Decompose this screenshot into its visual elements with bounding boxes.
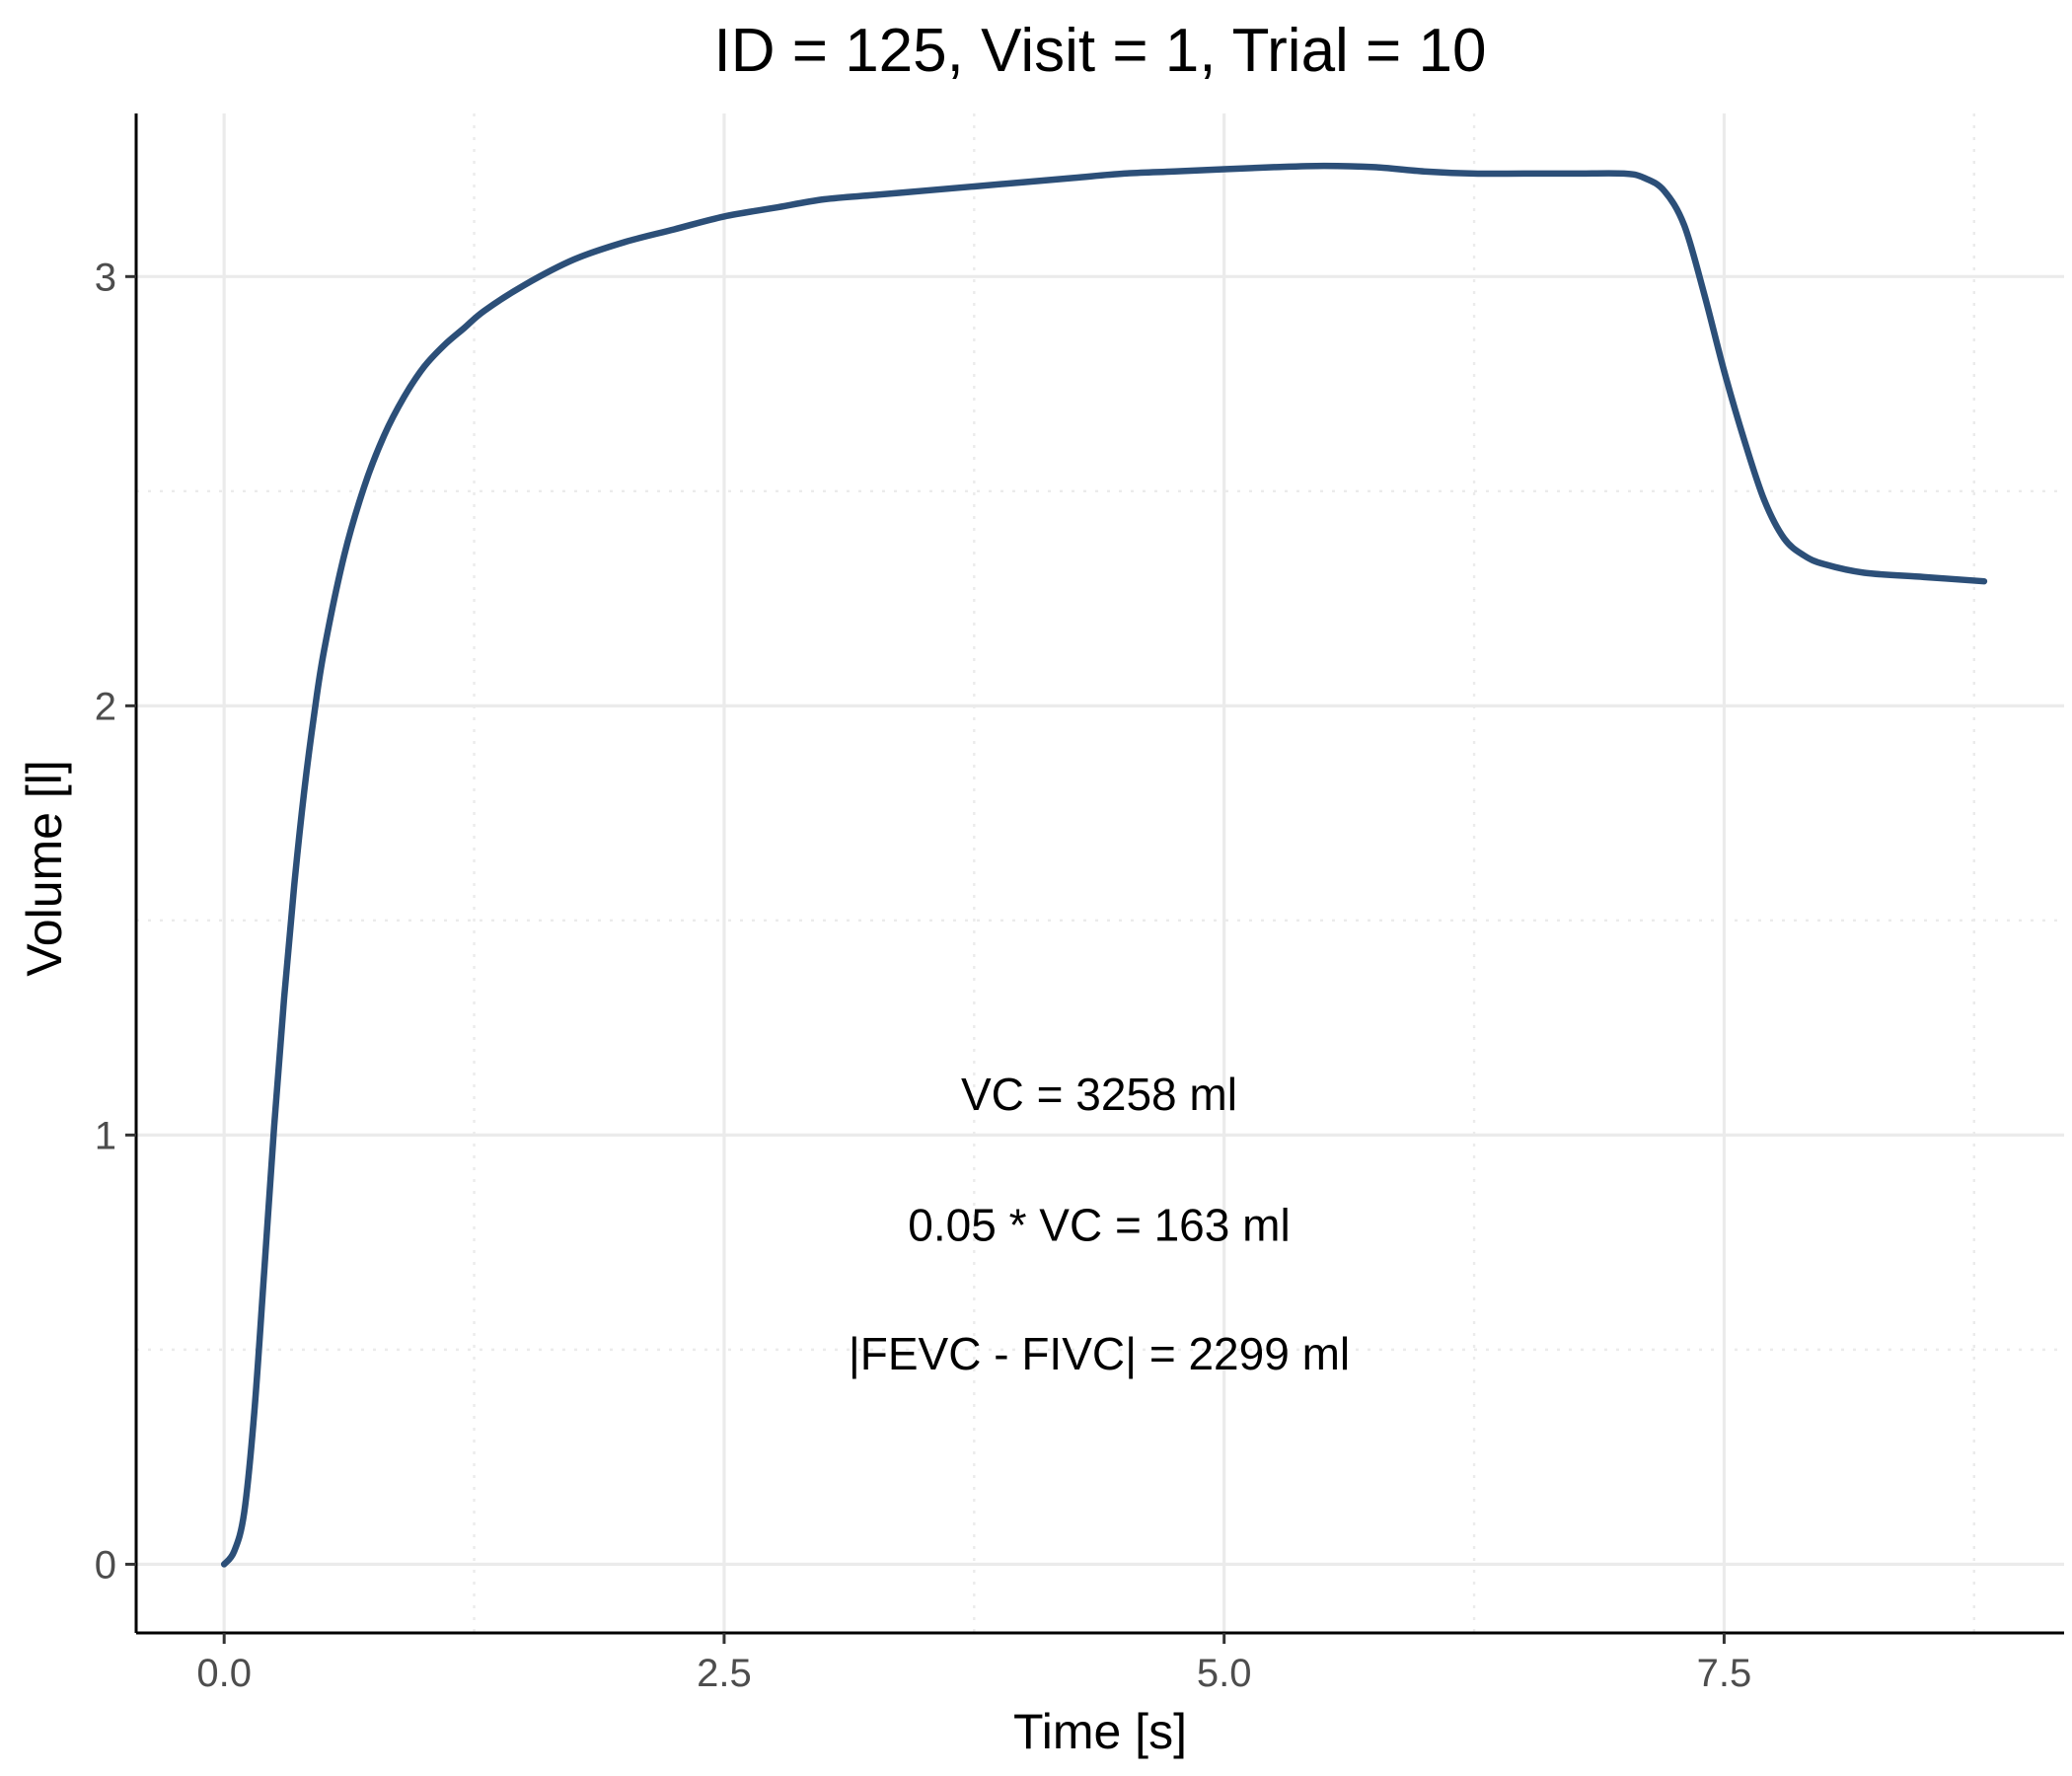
annotations: VC = 3258 ml 0.05 * VC = 163 ml |FEVC - FI… (849, 1069, 1350, 1379)
annotation-text: 0.05 * VC = 163 ml (908, 1200, 1290, 1251)
x-tick-label: 2.5 (697, 1652, 752, 1695)
x-tick-label: 0.0 (196, 1652, 252, 1695)
y-axis-title: Volume [l] (17, 760, 72, 977)
y-tick-label: 2 (95, 685, 116, 728)
x-axis-ticks: 0.0 2.5 5.0 7.5 (196, 1633, 1751, 1695)
y-axis-ticks: 0 1 2 3 (95, 256, 136, 1587)
x-tick-label: 7.5 (1697, 1652, 1752, 1695)
minor-gridlines (136, 113, 2064, 1633)
annotation-text: |FEVC - FIVC| = 2299 ml (849, 1328, 1350, 1379)
annotation-text: VC = 3258 ml (961, 1069, 1237, 1120)
volume-series-line (220, 162, 1988, 1568)
x-tick-label: 5.0 (1197, 1652, 1252, 1695)
y-tick-label: 3 (95, 256, 116, 299)
x-axis-title: Time [s] (1013, 1704, 1187, 1759)
chart-title: ID = 125, Visit = 1, Trial = 10 (714, 17, 1487, 85)
y-tick-label: 1 (95, 1114, 116, 1157)
y-tick-label: 0 (95, 1543, 116, 1587)
major-gridlines (136, 113, 2064, 1633)
